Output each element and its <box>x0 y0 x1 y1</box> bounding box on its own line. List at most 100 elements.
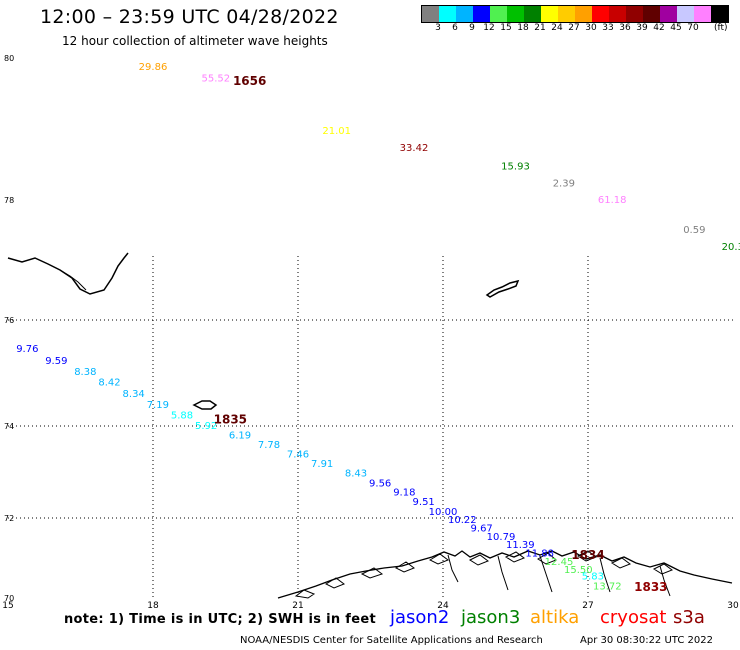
wave-height-value: 5.92 <box>195 421 217 432</box>
satellite-name: cryosat <box>600 607 667 628</box>
legend-swatch <box>643 6 660 22</box>
wave-height-value: 33.42 <box>400 143 429 154</box>
satellite-name: altika <box>530 607 580 628</box>
legend-swatch <box>575 6 592 22</box>
wave-height-value: 8.43 <box>345 469 367 480</box>
legend-swatch <box>490 6 507 22</box>
wave-height-value: 8.38 <box>74 367 96 378</box>
satellite-name: jason2 <box>390 607 450 628</box>
latitude-label: 72 <box>4 514 14 523</box>
legend-swatch <box>524 6 541 22</box>
legend-swatch <box>677 6 694 22</box>
latitude-label: 80 <box>4 54 14 63</box>
wave-height-value: 9.59 <box>45 356 67 367</box>
pass-time-labels: 1656 1835 1834 1833 <box>214 74 668 594</box>
legend-swatch <box>541 6 558 22</box>
footer-note: note: 1) Time is in UTC; 2) SWH is in fe… <box>64 612 376 627</box>
pass-time-label: 1656 <box>233 74 266 88</box>
credit-line: NOAA/NESDIS Center for Satellite Applica… <box>240 635 543 646</box>
legend-swatch <box>711 6 728 22</box>
legend-swatch <box>609 6 626 22</box>
kong-karls-land <box>485 279 520 298</box>
legend-swatch <box>592 6 609 22</box>
coastline <box>7 252 733 599</box>
wave-height-value: 11.39 <box>506 540 535 551</box>
wave-height-value: 55.52 <box>202 73 231 84</box>
wave-height-value: 11.88 <box>525 548 554 559</box>
legend-swatch <box>626 6 643 22</box>
latitude-label: 78 <box>4 196 14 205</box>
pass-time-label: 1835 <box>214 412 247 426</box>
legend-tick-label: 36 <box>619 23 631 33</box>
wave-height-value: 7.46 <box>287 450 309 461</box>
legend-tick-label: 18 <box>517 23 529 33</box>
wave-height-value: 7.78 <box>258 440 280 451</box>
svalbard-coast <box>7 252 129 295</box>
latitude-label: 70 <box>4 594 14 603</box>
legend-tick-label: 45 <box>670 23 682 33</box>
legend-tick-label: 33 <box>602 23 614 33</box>
svalbard-fjord <box>59 269 87 291</box>
legend-tick-label: 27 <box>568 23 580 33</box>
wave-height-value: 9.56 <box>369 478 391 489</box>
longitude-label: 24 <box>437 601 449 611</box>
wave-height-value: 10.22 <box>448 515 477 526</box>
wave-height-value: 61.18 <box>598 195 627 206</box>
legend-swatch <box>660 6 677 22</box>
pass-time-label: 1833 <box>634 580 667 594</box>
wave-height-value: 29.86 <box>139 62 168 73</box>
wave-height-value: 15.50 <box>564 565 593 576</box>
wave-height-value: 6.19 <box>229 430 251 441</box>
bear-island <box>192 400 218 410</box>
norway-islands <box>294 550 674 599</box>
wave-height-value: 7.91 <box>311 459 333 470</box>
legend-swatch <box>422 6 439 22</box>
legend-swatch <box>558 6 575 22</box>
satellite-name: jason3 <box>461 607 521 628</box>
wave-height-value: 2.39 <box>553 179 575 190</box>
color-scale-legend <box>421 5 729 23</box>
wave-height-value: 15.93 <box>501 161 530 172</box>
pass-time-label: 1834 <box>571 548 604 562</box>
satellite-name: s3a <box>673 607 705 628</box>
legend-tick-label: 6 <box>452 23 458 33</box>
longitude-label: 21 <box>292 601 303 611</box>
wave-height-value: 20.30 <box>722 242 740 253</box>
legend-tick-label: 9 <box>469 23 475 33</box>
wave-height-value: 0.59 <box>683 225 705 236</box>
wave-height-value: 9.67 <box>471 524 493 535</box>
legend-tick-label: 12 <box>483 23 495 33</box>
wave-height-value: 8.34 <box>123 389 145 400</box>
latitude-label: 76 <box>4 316 14 325</box>
legend-swatch <box>473 6 490 22</box>
legend-swatch <box>694 6 711 22</box>
legend-tick-label: 70 <box>687 23 699 33</box>
norway-fjords <box>447 554 671 597</box>
longitude-label: 30 <box>727 601 739 611</box>
longitude-label: 18 <box>147 601 159 611</box>
legend-tick-label: 15 <box>500 23 512 33</box>
wave-height-value: 12.45 <box>545 557 574 568</box>
longitude-label: 15 <box>2 601 13 611</box>
wave-height-observations: 29.86 55.52 21.01 33.42 15.93 2.39 61.18 0.59 20… <box>16 62 740 593</box>
legend-tick-label: 3 <box>435 23 441 33</box>
wave-height-value: 10.00 <box>429 507 458 518</box>
wave-height-value: 5.83 <box>582 572 604 583</box>
wave-height-value: 21.01 <box>322 126 351 137</box>
latitude-label: 74 <box>4 422 14 431</box>
legend-tick-label: 24 <box>551 23 563 33</box>
legend-unit-label: (ft) <box>714 23 728 33</box>
legend-swatch <box>439 6 456 22</box>
wave-height-value: 8.42 <box>98 378 120 389</box>
longitude-label: 27 <box>582 601 593 611</box>
legend-swatch <box>507 6 524 22</box>
legend-tick-label: 42 <box>653 23 665 33</box>
norway-coast <box>277 550 733 599</box>
legend-tick-label: 39 <box>636 23 648 33</box>
wave-height-value: 9.51 <box>413 497 435 508</box>
wave-height-value: 10.79 <box>487 532 516 543</box>
wave-height-value: 13.72 <box>593 582 622 593</box>
generated-timestamp: Apr 30 08:30:22 UTC 2022 <box>580 635 713 646</box>
